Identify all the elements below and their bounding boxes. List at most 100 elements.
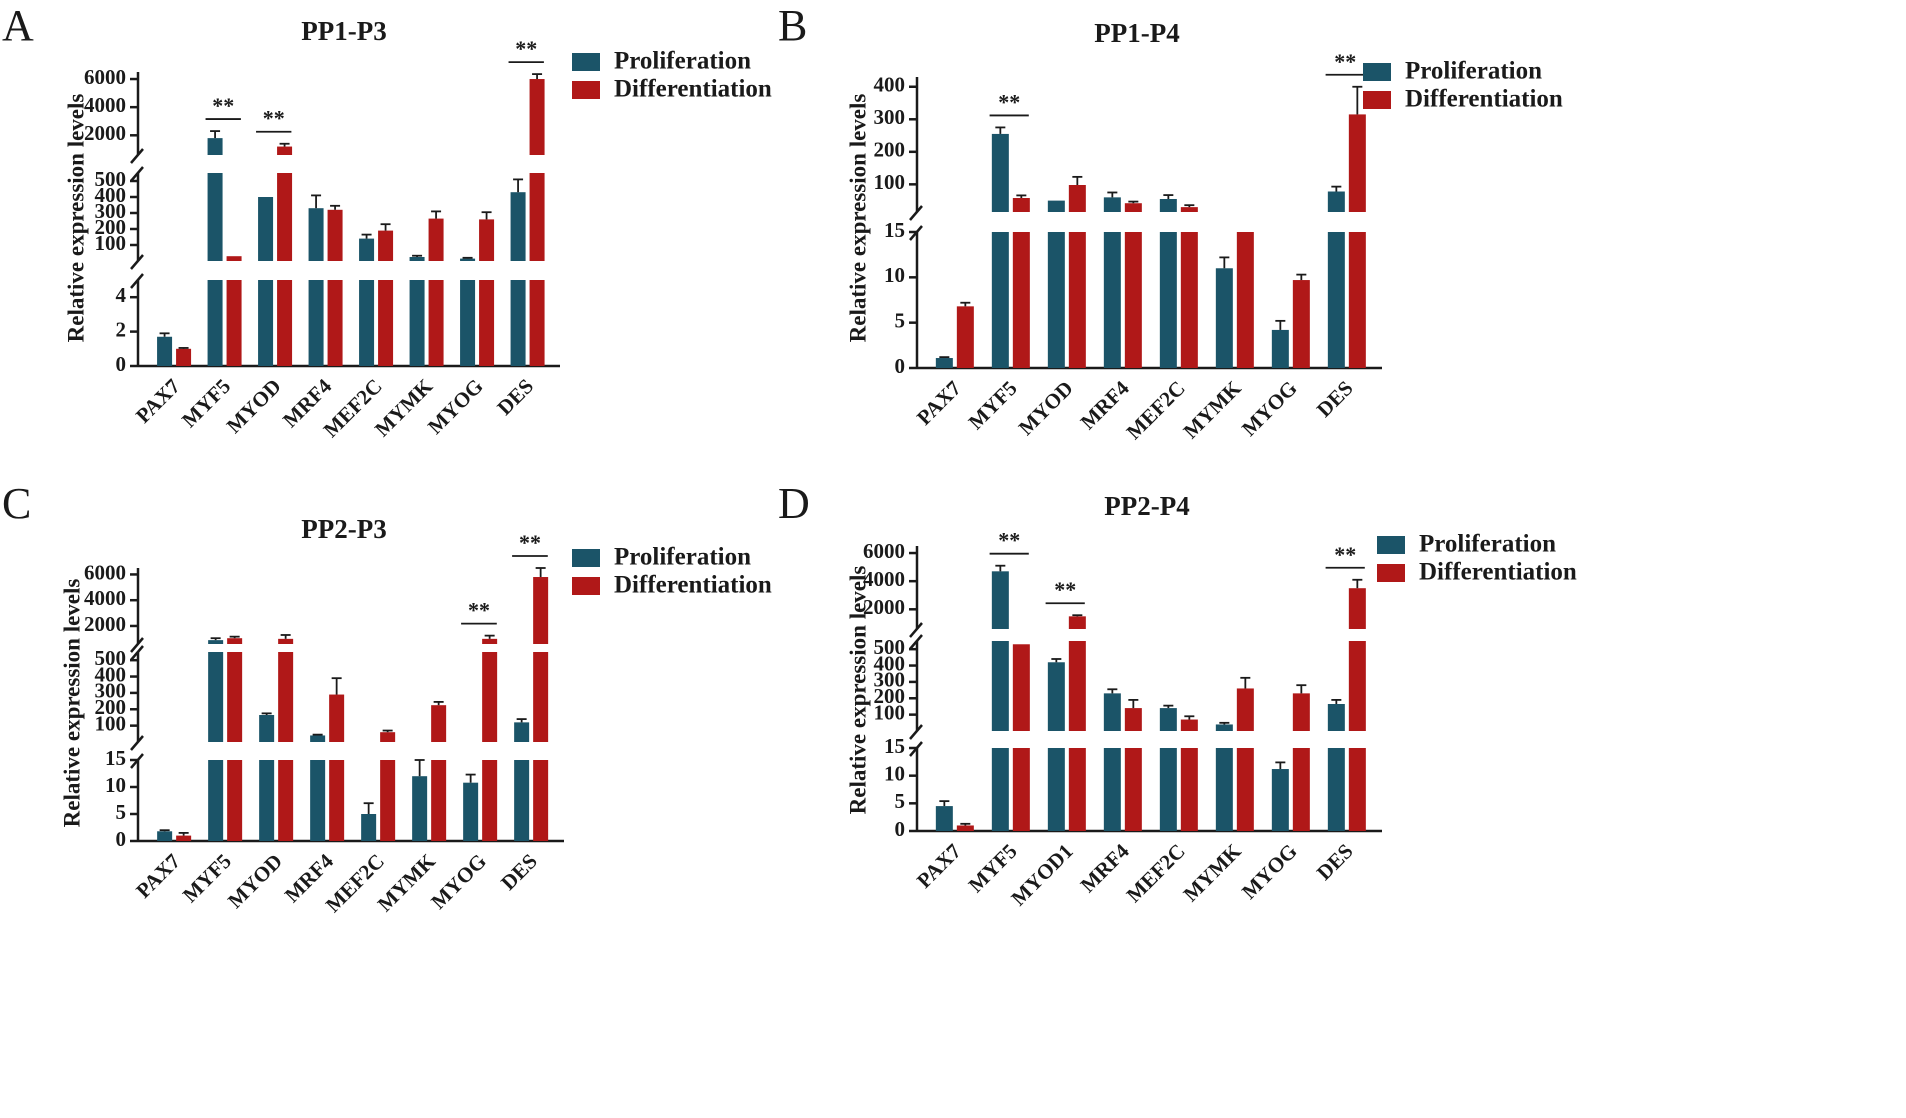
bar-differentiation-mef2c (1180, 232, 1198, 368)
bar-differentiation-mrf4 (327, 280, 343, 366)
x-tick-label: MEF2C (1122, 376, 1190, 444)
bar-differentiation-myod (1068, 185, 1086, 212)
bar-differentiation-des (1348, 114, 1366, 212)
bar-proliferation-des (1327, 232, 1345, 368)
bar-differentiation-myod (278, 652, 294, 742)
legend-swatch-differentiation (1363, 91, 1391, 109)
legend-swatch-proliferation (1377, 536, 1405, 554)
x-tick-label: PAX7 (912, 376, 966, 430)
legend-swatch-differentiation (572, 577, 600, 595)
bar-differentiation-myog (482, 760, 498, 841)
y-tick-label: 4 (116, 283, 127, 307)
y-tick-label: 200 (874, 138, 906, 162)
significance-label: ** (1334, 542, 1356, 567)
y-tick-label: 6000 (84, 65, 126, 89)
significance-label: ** (515, 36, 537, 61)
y-tick-label: 400 (874, 73, 906, 97)
y-tick-label: 2000 (863, 595, 905, 619)
x-tick-label: MYOD (222, 374, 286, 438)
bar-proliferation-mef2c (1159, 198, 1177, 212)
bar-differentiation-des (533, 577, 549, 644)
y-tick-label: 15 (105, 746, 126, 770)
axis-break (130, 753, 144, 769)
bar-differentiation-mef2c (378, 280, 394, 366)
bar-differentiation-mrf4 (1124, 203, 1142, 212)
bar-proliferation-myod1 (1047, 748, 1065, 831)
chart-title: PP1-P3 (301, 16, 386, 46)
legend-swatch-differentiation (1377, 564, 1405, 582)
y-axis-label: Relative expression levels (845, 94, 870, 343)
bar-proliferation-mef2c (361, 814, 377, 841)
bar-differentiation-des (529, 280, 545, 366)
x-tick-label: MYOG (423, 374, 488, 439)
y-tick-label: 15 (884, 218, 905, 242)
y-tick-label: 0 (116, 352, 127, 376)
bar-proliferation-mef2c (359, 280, 375, 366)
chart-title: PP2-P3 (301, 514, 386, 544)
x-tick-label: MEF2C (1122, 839, 1190, 907)
bar-differentiation-mymk (428, 218, 444, 261)
panel-label: C (2, 479, 31, 528)
x-tick-label: PAX7 (131, 374, 185, 428)
y-tick-label: 300 (874, 668, 906, 692)
significance-label: ** (519, 530, 541, 555)
bar-differentiation-des (529, 79, 545, 155)
y-tick-label: 0 (116, 827, 127, 851)
legend-swatch-proliferation (572, 549, 600, 567)
axis-break (130, 166, 144, 182)
axis-break (130, 148, 144, 164)
y-tick-label: 0 (895, 354, 906, 378)
bar-proliferation-myod (258, 197, 274, 261)
legend-label-proliferation: Proliferation (1405, 58, 1542, 85)
panel-label: D (778, 479, 810, 528)
x-tick-label: DES (492, 374, 538, 420)
bar-differentiation-des (1348, 641, 1366, 731)
significance-label: ** (212, 93, 234, 118)
y-tick-label: 2 (116, 317, 127, 341)
x-tick-label: MYMK (1178, 376, 1246, 444)
bar-proliferation-myf5 (208, 640, 224, 644)
bar-differentiation-myf5 (1012, 198, 1030, 212)
y-tick-label: 4000 (863, 567, 905, 591)
bar-proliferation-mrf4 (308, 280, 324, 366)
panel-d: D PP2-P4 Relative expression levels 0 5 10 15 1… (778, 479, 1577, 910)
bar-proliferation-des (510, 192, 526, 261)
axis-break (130, 645, 144, 661)
bar-differentiation-myog (479, 219, 495, 261)
bar-proliferation-myf5 (991, 571, 1009, 629)
bar-differentiation-myod (278, 760, 294, 841)
y-tick-label: 4000 (84, 93, 126, 117)
bar-differentiation-mef2c (1180, 207, 1198, 212)
bar-differentiation-myog (1292, 693, 1310, 731)
significance-label: ** (998, 89, 1020, 114)
y-tick-label: 400 (95, 662, 127, 686)
bar-differentiation-pax7 (956, 825, 974, 831)
bar-proliferation-myod1 (1047, 662, 1065, 731)
bar-proliferation-myog (1271, 329, 1289, 368)
y-tick-label: 10 (884, 761, 905, 785)
y-tick-label: 5 (116, 800, 127, 824)
bar-proliferation-myog (460, 280, 476, 366)
bar-differentiation-myog (482, 652, 498, 742)
axis-break (130, 273, 144, 289)
y-axis-label: Relative expression levels (63, 94, 88, 343)
y-tick-label: 100 (95, 711, 127, 735)
bar-differentiation-myod1 (1068, 616, 1086, 629)
bar-differentiation-myod (277, 280, 293, 366)
axis-break (909, 205, 923, 221)
bar-proliferation-mymk (1215, 748, 1233, 831)
bar-differentiation-myod (277, 146, 293, 155)
bar-proliferation-pax7 (157, 336, 173, 366)
chart-title: PP1-P4 (1094, 18, 1179, 48)
axis-break (909, 724, 923, 740)
bar-proliferation-mrf4 (310, 760, 326, 841)
bar-differentiation-mef2c (1180, 719, 1198, 731)
bar-proliferation-mrf4 (1103, 232, 1121, 368)
y-tick-label: 200 (95, 695, 127, 719)
y-axis-label: Relative expression levels (59, 579, 84, 828)
bar-differentiation-mymk (1236, 688, 1254, 731)
bar-differentiation-mymk (431, 705, 447, 742)
x-tick-label: MYOG (426, 849, 491, 914)
x-tick-label: MYOG (1237, 839, 1302, 904)
